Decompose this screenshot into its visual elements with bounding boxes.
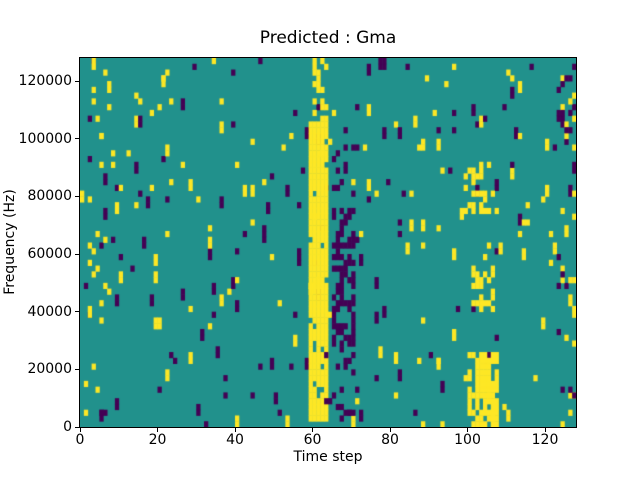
y-tick-mark (75, 195, 79, 197)
x-tick-label: 0 (75, 432, 85, 448)
x-tick-mark (79, 428, 81, 432)
x-tick-label: 100 (454, 432, 481, 448)
x-tick-label: 80 (381, 432, 399, 448)
x-tick-mark (157, 428, 158, 432)
y-tick-label: 100000 (18, 130, 72, 147)
x-axis-label: Time step (293, 449, 363, 465)
x-tick-label: 40 (226, 432, 244, 448)
y-tick-mark (75, 426, 79, 428)
y-tick-label: 20000 (27, 361, 72, 378)
y-tick-label: 60000 (27, 246, 72, 263)
y-tick-mark (75, 253, 79, 255)
x-tick-mark (389, 428, 391, 432)
x-tick-mark (234, 428, 236, 432)
x-tick-mark (544, 428, 546, 432)
x-tick-label: 120 (531, 432, 559, 448)
x-tick-label: 20 (148, 432, 167, 448)
y-axis-label: Frequency (Hz) (2, 189, 18, 295)
chart-title: Predicted : Gma (259, 28, 397, 48)
y-tick-mark (75, 311, 79, 313)
y-tick-label: 40000 (27, 303, 72, 320)
x-tick-label: 60 (303, 432, 322, 448)
y-tick-mark (75, 138, 79, 140)
heatmap-canvas (79, 57, 577, 428)
y-tick-label: 80000 (27, 188, 72, 205)
x-tick-mark (312, 428, 313, 432)
y-tick-mark (75, 80, 79, 82)
x-tick-mark (467, 428, 468, 432)
y-tick-label: 120000 (18, 73, 72, 90)
y-tick-label: 0 (63, 419, 72, 435)
y-tick-mark (75, 368, 79, 370)
